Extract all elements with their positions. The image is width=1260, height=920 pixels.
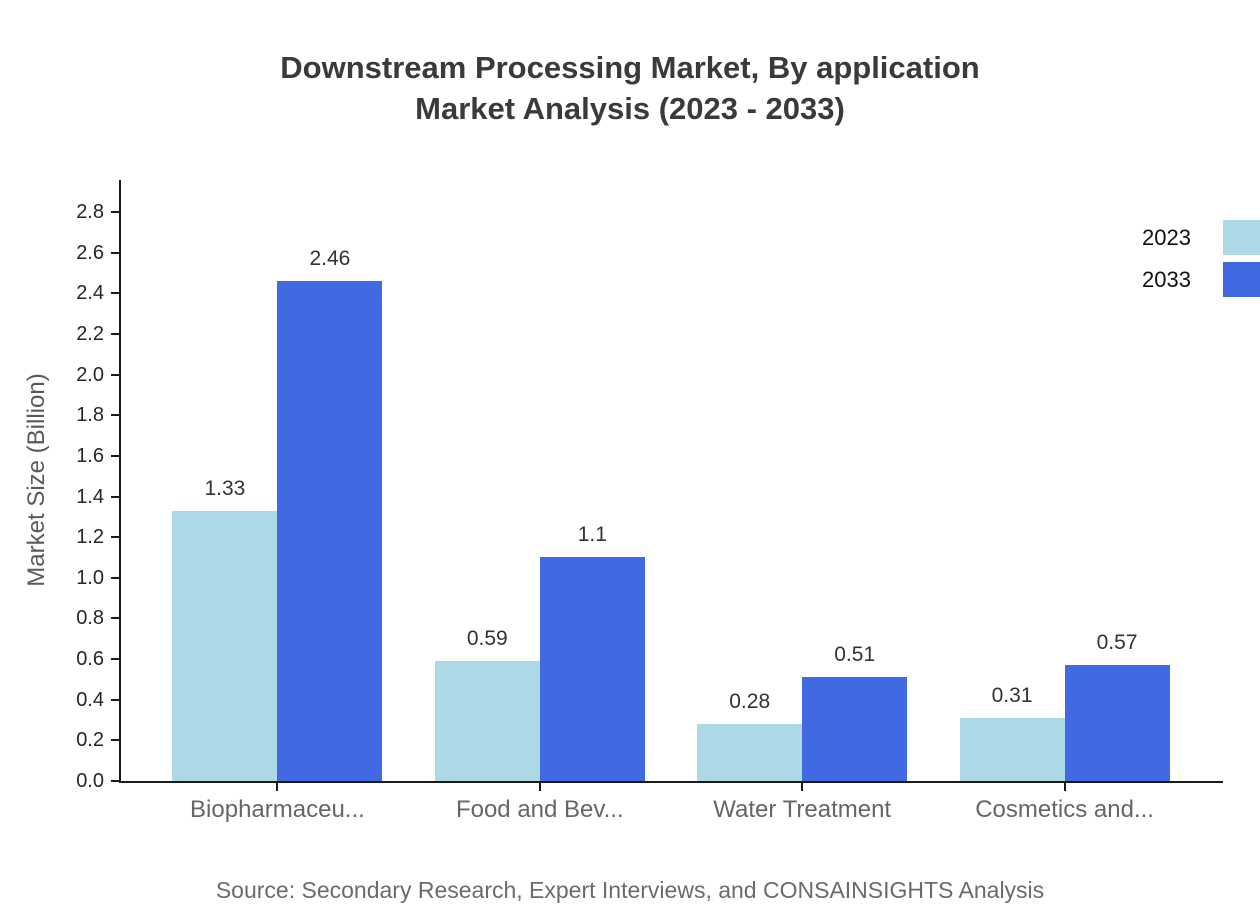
y-tick-label: 2.4 (76, 282, 104, 305)
y-tick-label: 1.8 (76, 404, 104, 427)
y-tick (111, 495, 119, 498)
bar-value-label: 0.51 (834, 643, 876, 667)
y-tick (111, 211, 119, 214)
y-tick (111, 251, 119, 254)
bar-2023-3 (959, 718, 1065, 781)
chart-title-line2: Market Analysis (2023 - 2033) (415, 91, 845, 126)
y-tick (111, 373, 119, 376)
x-category-label-2: Water Treatment (713, 796, 892, 823)
bar-value-label: 0.57 (1096, 631, 1138, 655)
y-tick (111, 576, 119, 579)
bar-2023-2 (697, 724, 803, 781)
bar-value-label: 1.33 (204, 476, 246, 500)
y-tick (111, 414, 119, 417)
y-tick-label: 2.2 (76, 322, 104, 345)
chart-title: Downstream Processing Market, By applica… (0, 47, 1260, 129)
y-tick (111, 739, 119, 742)
bar-value-label: 0.31 (991, 684, 1033, 707)
y-tick (111, 454, 119, 457)
bar-2033-3 (1064, 665, 1170, 781)
y-tick-label: 2.8 (76, 201, 104, 224)
y-tick-label: 1.6 (76, 444, 104, 467)
y-tick (111, 617, 119, 620)
bar-value-label: 2.46 (309, 247, 351, 271)
chart-title-line1: Downstream Processing Market, By applica… (280, 50, 980, 85)
x-tick (801, 781, 804, 791)
bar-value-label: 1.1 (577, 523, 607, 547)
x-category-label-1: Food and Bev... (455, 796, 624, 823)
y-tick-label: 2.0 (76, 363, 104, 386)
y-tick-label: 0.6 (76, 648, 104, 671)
bar-2033-1 (539, 557, 645, 781)
legend-label-2033: 2033 (1142, 266, 1191, 292)
bar-2023-1 (434, 661, 540, 781)
x-tick (1063, 781, 1066, 791)
legend: 2023 2033 (1142, 220, 1260, 297)
y-tick (111, 780, 119, 782)
y-tick-label: 0.4 (76, 688, 104, 711)
bar-2033-0 (277, 281, 383, 781)
y-tick (111, 658, 119, 661)
y-tick (111, 536, 119, 539)
y-tick-label: 0.0 (76, 770, 104, 792)
y-axis-line (119, 180, 121, 783)
source-text: Source: Secondary Research, Expert Inter… (215, 877, 1045, 903)
y-tick-label: 1.4 (76, 485, 104, 508)
x-category-label-0: Biopharmaceu... (190, 796, 365, 823)
y-tick (111, 292, 119, 295)
bar-value-label: 0.28 (729, 690, 771, 714)
y-tick-label: 0.2 (76, 729, 104, 752)
y-tick-label: 2.6 (76, 241, 104, 264)
legend-item-2033: 2033 (1142, 262, 1260, 297)
x-tick (538, 781, 541, 791)
x-tick (276, 781, 279, 791)
y-tick (111, 332, 119, 335)
legend-label-2023: 2023 (1142, 224, 1191, 250)
y-tick-label: 1.0 (76, 566, 104, 589)
x-axis-line (119, 781, 1223, 783)
y-tick (111, 698, 119, 701)
bar-value-label: 0.59 (466, 627, 508, 651)
legend-item-2023: 2023 (1142, 220, 1260, 255)
x-category-label-3: Cosmetics and... (975, 796, 1154, 823)
y-tick-label: 0.8 (76, 607, 104, 630)
legend-swatch-2023 (1223, 220, 1260, 255)
bar-2023-0 (172, 510, 278, 781)
y-tick-label: 1.2 (76, 526, 104, 549)
legend-swatch-2033 (1223, 262, 1260, 297)
bar-2033-2 (802, 677, 908, 781)
